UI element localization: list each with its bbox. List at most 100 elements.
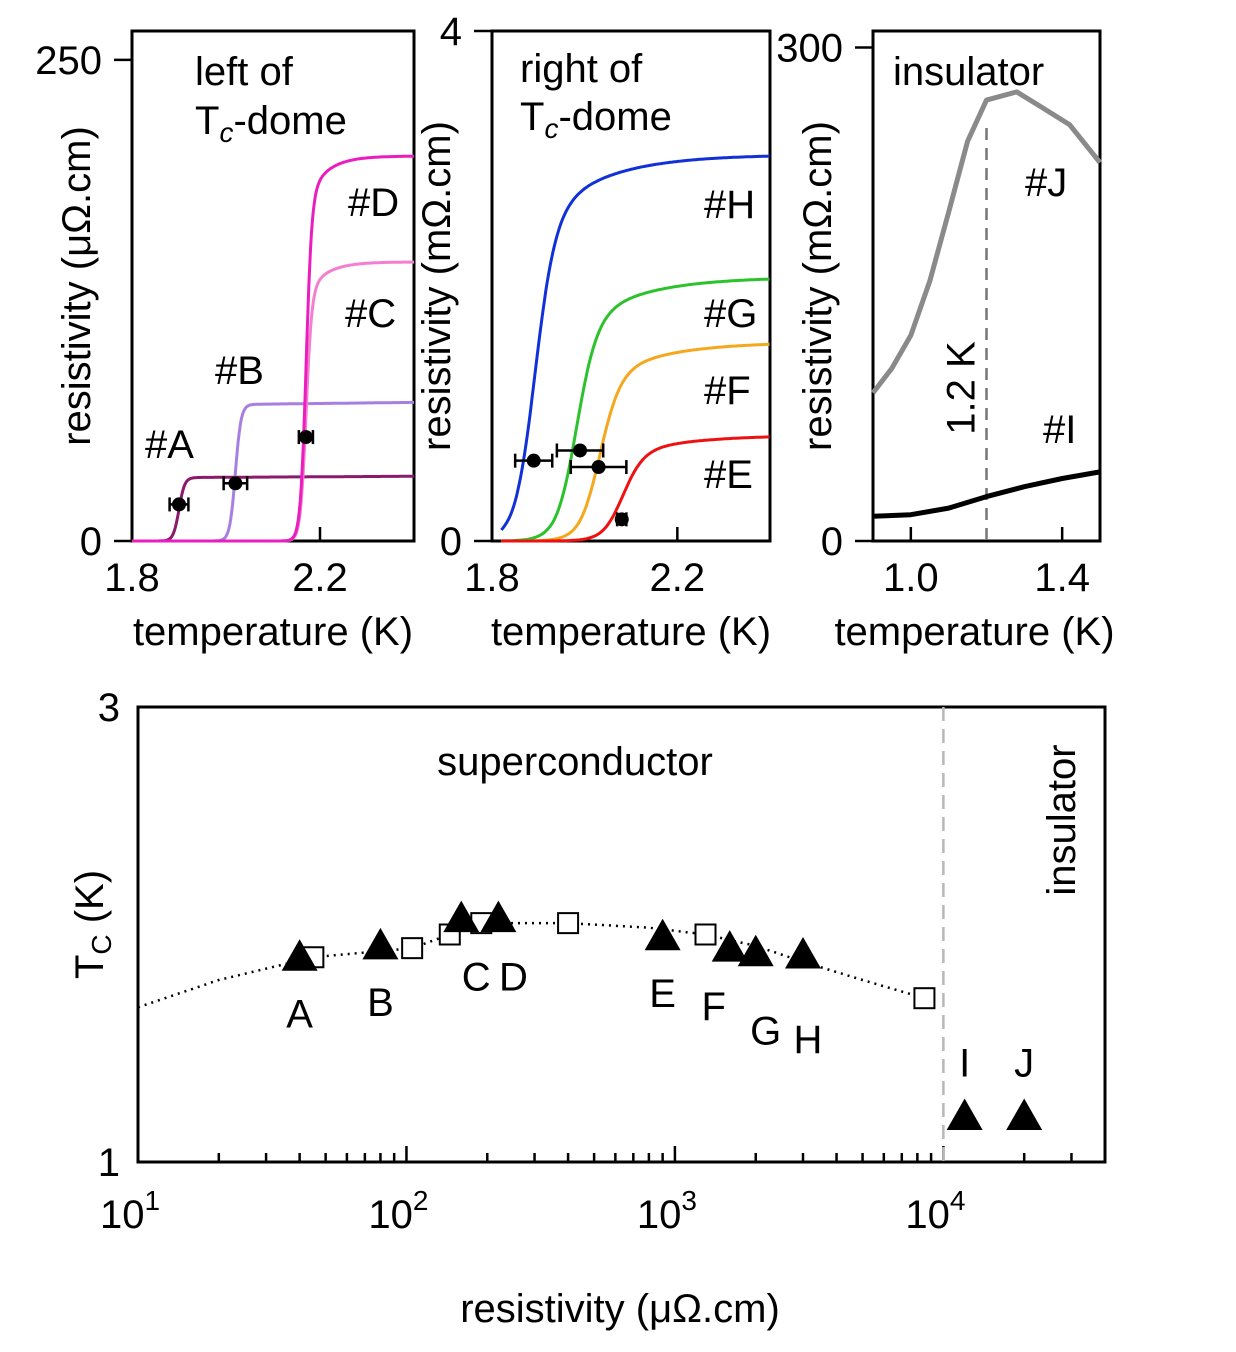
title-T: T xyxy=(520,95,544,139)
panel-title-line2: Tc-dome xyxy=(520,95,672,144)
title-line: right of xyxy=(520,47,643,91)
series-line-d xyxy=(132,154,414,543)
y-axis-label: resistivity (mΩ.cm) xyxy=(796,121,840,451)
triangle-marker-d xyxy=(480,900,517,933)
title-line: left of xyxy=(195,50,294,94)
y-tick-label: 0 xyxy=(80,520,102,564)
region-label-insulator: insulator xyxy=(1040,744,1084,895)
triangle-marker-j xyxy=(1006,1098,1043,1130)
title-sub-c: c xyxy=(544,113,558,144)
tc-marker xyxy=(228,476,243,491)
plot-frame xyxy=(871,29,1102,543)
y-tick-label: 1 xyxy=(98,1141,120,1185)
series-line-i xyxy=(872,469,1101,519)
sample-label: J xyxy=(1014,1042,1034,1086)
tick-base: 10 xyxy=(905,1193,950,1237)
sample-label: I xyxy=(959,1042,970,1086)
x-tick-label: 102 xyxy=(368,1185,428,1237)
x-tick-label: 104 xyxy=(905,1185,965,1237)
sample-label: C xyxy=(462,956,491,1000)
series-label: #D xyxy=(348,181,399,225)
series-label: #E xyxy=(704,453,753,497)
y-axis-label: TC (K) xyxy=(68,870,117,979)
y-axis-label: resistivity (mΩ.cm) xyxy=(415,121,459,451)
sample-label: A xyxy=(286,992,313,1036)
series-label: #F xyxy=(704,369,751,413)
y-tick-label: 0 xyxy=(821,520,843,564)
x-tick-label: 1.8 xyxy=(104,556,160,600)
panel-left-of-tc-dome: 1.8 2.2 0 250 temperature (K) resistivity (μΩ… xyxy=(35,29,416,654)
square-marker xyxy=(401,937,424,960)
y-tick-label: 3 xyxy=(98,686,120,730)
tick-base: 10 xyxy=(368,1193,413,1237)
tc-marker xyxy=(591,460,606,475)
ylabel-T: T xyxy=(68,955,112,979)
tick-base: 10 xyxy=(637,1193,682,1237)
tc-marker xyxy=(573,443,588,458)
x-axis-label: temperature (K) xyxy=(133,610,413,654)
series-label: #B xyxy=(215,349,264,393)
square-marker xyxy=(557,912,580,935)
series-label: #A xyxy=(145,423,194,467)
region-label-superconductor: superconductor xyxy=(437,740,713,784)
panel-right-of-tc-dome: 1.8 2.2 0 4 temperature (K) resistivity (mΩ.c… xyxy=(415,10,772,654)
sample-label: E xyxy=(649,972,676,1016)
panel-title: right of xyxy=(520,47,643,91)
triangle-marker-e xyxy=(644,918,681,951)
panel-title-line2: Tc-dome xyxy=(195,99,347,148)
triangle-marker-i xyxy=(946,1098,983,1130)
tc-marker xyxy=(614,512,629,527)
title-T: T xyxy=(195,99,219,143)
series-line-j xyxy=(871,89,1102,395)
ylabel-sub-C: C xyxy=(86,934,117,954)
y-tick-label: 300 xyxy=(776,26,843,70)
tick-base: 10 xyxy=(100,1193,145,1237)
sample-label: H xyxy=(794,1018,823,1062)
x-tick-label: 1.0 xyxy=(883,556,939,600)
title-dome: -dome xyxy=(233,99,346,143)
panel-title: left of xyxy=(195,50,294,94)
y-tick-label: 4 xyxy=(440,10,462,54)
tick-exponent: 2 xyxy=(413,1185,429,1216)
triangle-marker-a xyxy=(281,939,318,971)
square-marker xyxy=(694,923,717,946)
tc-marker xyxy=(526,453,541,468)
series-line-g xyxy=(501,277,770,543)
plot-frame xyxy=(136,705,1107,1164)
x-tick-label: 103 xyxy=(637,1185,697,1237)
triangle-marker-b xyxy=(362,927,399,960)
ylabel-units: (K) xyxy=(68,870,112,934)
series-label: #J xyxy=(1025,161,1067,205)
sample-label: F xyxy=(701,985,725,1029)
tick-exponent: 1 xyxy=(144,1185,160,1216)
sample-label: D xyxy=(499,956,528,1000)
panel-insulator: 1.0 1.4 0 300 temperature (K) resistivity (mΩ… xyxy=(776,26,1114,654)
tc-marker xyxy=(298,430,313,445)
square-marker xyxy=(913,987,936,1010)
series-line-e xyxy=(501,435,770,543)
y-axis-label: resistivity (μΩ.cm) xyxy=(55,126,99,446)
tick-exponent: 3 xyxy=(681,1185,697,1216)
series-line-h xyxy=(500,154,770,531)
triangle-marker-g xyxy=(737,934,774,967)
x-tick-label: 2.2 xyxy=(292,556,348,600)
x-tick-label: 1.4 xyxy=(1034,556,1090,600)
series-label: #I xyxy=(1043,408,1076,452)
series-label: #C xyxy=(345,292,396,336)
x-tick-label: 2.2 xyxy=(650,556,706,600)
x-tick-label: 1.8 xyxy=(464,556,520,600)
tick-exponent: 4 xyxy=(950,1185,966,1216)
triangle-marker-f xyxy=(711,930,748,962)
series-label: #G xyxy=(704,292,757,336)
panel-title: insulator xyxy=(893,50,1044,94)
y-tick-label: 0 xyxy=(440,520,462,564)
y-tick-label: 250 xyxy=(35,39,102,83)
title-dome: -dome xyxy=(558,95,671,139)
plot-frame xyxy=(490,29,772,543)
title-sub-c: c xyxy=(219,117,233,148)
annotation-1p2k: 1.2 K xyxy=(940,341,984,435)
triangle-marker-c xyxy=(443,900,480,933)
x-axis-label: temperature (K) xyxy=(491,610,771,654)
